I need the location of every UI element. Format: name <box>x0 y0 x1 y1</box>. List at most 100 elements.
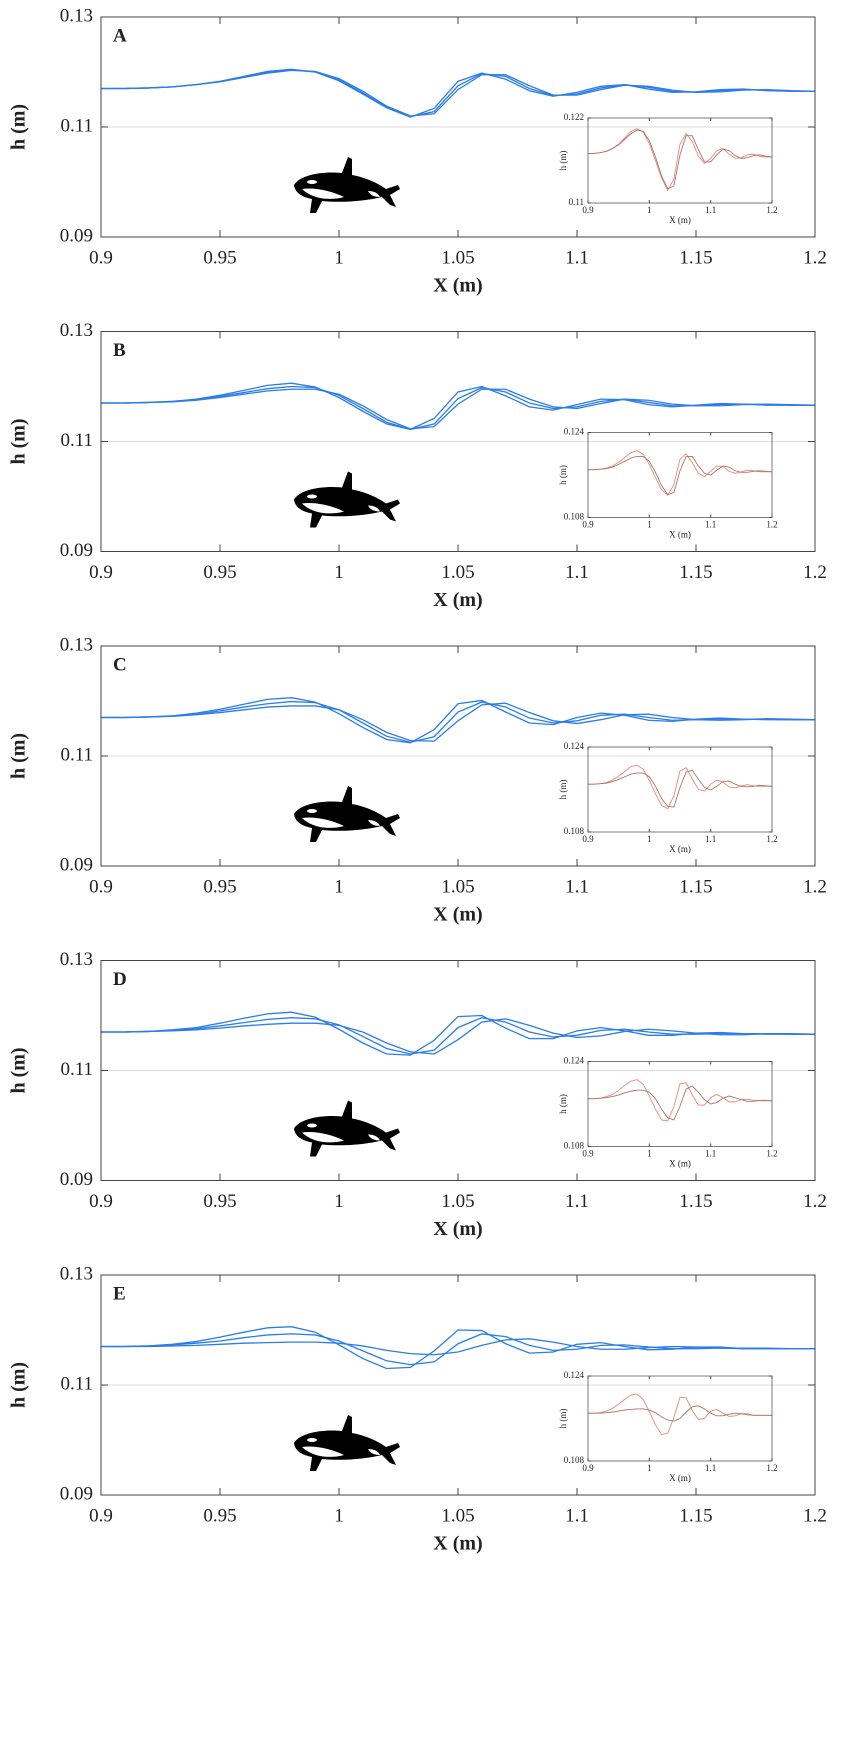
x-axis-label: X (m) <box>433 1533 482 1555</box>
x-tick-label: 1.1 <box>705 1149 716 1159</box>
x-tick-label: 1.1 <box>565 562 589 583</box>
x-tick-label: 1.1 <box>705 1463 716 1473</box>
x-axis-label: X (m) <box>433 589 482 611</box>
wave-line <box>101 702 816 742</box>
wave-line <box>588 450 772 496</box>
y-tick-label: 0.11 <box>569 197 584 207</box>
orca-icon <box>294 471 400 528</box>
x-tick-label: 1.05 <box>441 876 474 897</box>
x-tick-label: 0.95 <box>203 562 236 583</box>
y-tick-label: 0.122 <box>564 112 584 122</box>
x-tick-label: 1.1 <box>705 834 716 844</box>
y-tick-label: 0.11 <box>60 744 93 765</box>
x-tick-label: 1.1 <box>705 205 716 215</box>
x-tick-label: 1.2 <box>766 834 777 844</box>
x-tick-label: 1.2 <box>803 1191 827 1212</box>
x-tick-label: 1.15 <box>679 247 712 268</box>
orca-icon <box>294 157 400 213</box>
y-axis-label: h (m) <box>558 1094 568 1114</box>
orca-icon <box>294 786 400 842</box>
x-tick-label: 1 <box>647 1463 652 1473</box>
y-tick-label: 0.13 <box>60 320 93 341</box>
x-tick-label: 1.1 <box>565 1191 589 1212</box>
x-tick-label: 1.2 <box>803 876 827 897</box>
y-tick-label: 0.124 <box>564 427 585 437</box>
x-tick-label: 0.9 <box>582 1149 594 1159</box>
y-tick-label: 0.124 <box>564 1370 585 1380</box>
y-axis-label: h (m) <box>8 1362 30 1408</box>
x-tick-label: 0.9 <box>582 834 594 844</box>
x-tick-label: 1 <box>334 1505 344 1526</box>
y-tick-label: 0.124 <box>564 1056 585 1066</box>
x-axis-label: X (m) <box>433 1218 482 1240</box>
x-tick-label: 1.05 <box>441 247 474 268</box>
x-tick-label: 1 <box>334 876 344 897</box>
x-axis-label: X (m) <box>669 1473 691 1483</box>
x-tick-label: 1.05 <box>441 1505 474 1526</box>
orca-icon <box>294 1100 400 1157</box>
y-tick-label: 0.09 <box>60 540 93 561</box>
x-tick-label: 0.9 <box>582 520 594 530</box>
x-tick-label: 1.2 <box>766 520 777 530</box>
x-tick-label: 1.2 <box>766 205 777 215</box>
x-tick-label: 1 <box>334 1191 344 1212</box>
wave-line <box>588 129 773 190</box>
panel-label: B <box>113 340 126 361</box>
wave-line <box>588 764 772 810</box>
x-tick-label: 0.95 <box>203 247 236 268</box>
y-axis-label: h (m) <box>8 104 30 150</box>
x-tick-label: 1.2 <box>803 562 827 583</box>
x-tick-label: 1.2 <box>803 247 827 268</box>
panel-label: D <box>113 969 127 990</box>
wave-line <box>101 1338 815 1356</box>
x-tick-label: 0.9 <box>582 205 594 215</box>
x-axis-label: X (m) <box>669 844 691 854</box>
y-axis-label: h (m) <box>558 780 568 800</box>
x-tick-label: 1.1 <box>565 247 589 268</box>
wave-line <box>101 69 815 118</box>
x-axis-label: X (m) <box>433 904 482 926</box>
wave-line <box>588 1085 773 1121</box>
wave-line <box>101 1018 816 1055</box>
x-tick-label: 0.95 <box>203 876 236 897</box>
wave-line <box>101 1333 815 1366</box>
y-tick-label: 0.108 <box>564 512 585 522</box>
y-tick-label: 0.09 <box>60 225 93 246</box>
x-tick-label: 0.95 <box>203 1191 236 1212</box>
y-tick-label: 0.11 <box>60 1373 93 1394</box>
y-axis-label: h (m) <box>558 465 568 485</box>
y-tick-label: 0.13 <box>60 634 93 655</box>
x-tick-label: 1.2 <box>803 1505 827 1526</box>
x-tick-label: 0.9 <box>89 1505 113 1526</box>
x-tick-label: 1.1 <box>705 520 716 530</box>
x-tick-label: 1 <box>334 247 344 268</box>
x-tick-label: 1 <box>647 1149 652 1159</box>
y-tick-label: 0.124 <box>564 741 585 751</box>
wave-line <box>588 1405 772 1422</box>
wave-line <box>101 1017 815 1055</box>
plot-frame <box>587 746 773 833</box>
y-tick-label: 0.11 <box>60 115 93 136</box>
y-axis-label: h (m) <box>558 1409 568 1429</box>
y-axis-label: h (m) <box>558 151 568 171</box>
x-tick-label: 0.9 <box>89 562 113 583</box>
y-tick-label: 0.11 <box>60 1059 93 1080</box>
plot-frame <box>587 117 773 204</box>
orca-icon <box>294 1415 400 1471</box>
panel-label: E <box>113 1283 126 1304</box>
wave-line <box>101 69 816 117</box>
y-tick-label: 0.13 <box>60 5 93 26</box>
x-tick-label: 0.95 <box>203 1505 236 1526</box>
y-tick-label: 0.13 <box>60 949 93 970</box>
y-axis-label: h (m) <box>8 733 30 779</box>
x-tick-label: 1 <box>647 520 652 530</box>
x-tick-label: 1.15 <box>679 1191 712 1212</box>
x-axis-label: X (m) <box>669 530 691 540</box>
x-tick-label: 1.15 <box>679 1505 712 1526</box>
x-axis-label: X (m) <box>433 275 482 297</box>
x-tick-label: 0.9 <box>89 876 113 897</box>
x-tick-label: 0.9 <box>582 1463 594 1473</box>
wave-line <box>588 769 773 808</box>
x-axis-label: X (m) <box>669 1159 691 1169</box>
